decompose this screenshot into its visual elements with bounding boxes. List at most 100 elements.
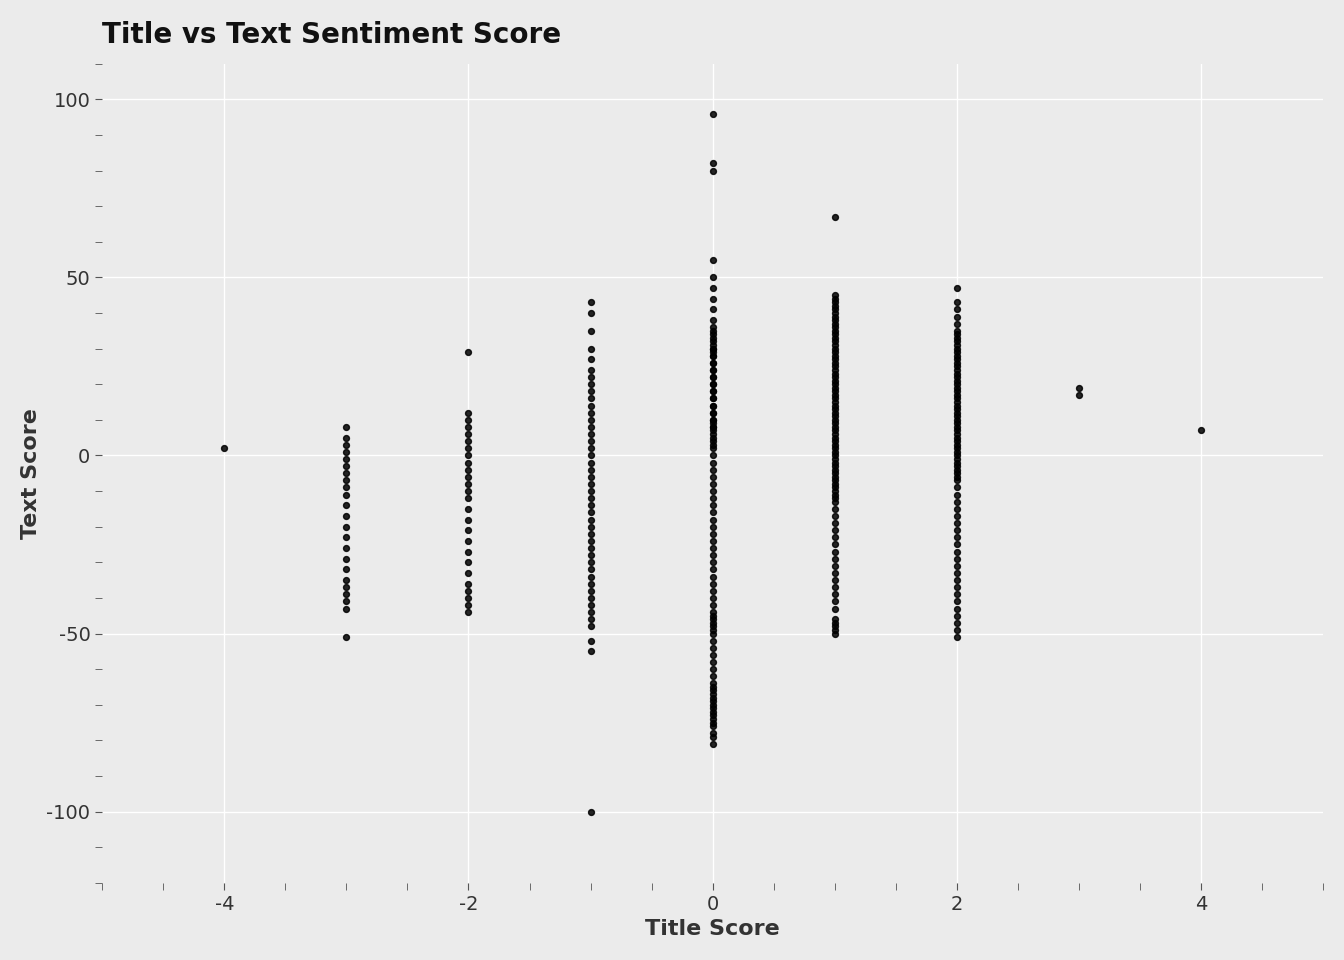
Point (336, 430, 358, 445)
Point (702, 355, 723, 371)
Point (946, 501, 968, 516)
Point (824, 565, 845, 581)
Point (702, 447, 723, 463)
Point (579, 612, 601, 627)
Point (702, 540, 723, 556)
Point (824, 341, 845, 356)
Point (824, 287, 845, 302)
Point (702, 341, 723, 356)
Point (702, 686, 723, 702)
Point (946, 451, 968, 467)
Point (946, 622, 968, 637)
Point (702, 312, 723, 327)
Point (702, 683, 723, 698)
Point (702, 412, 723, 427)
Point (702, 337, 723, 352)
Point (824, 615, 845, 631)
Point (824, 530, 845, 545)
Point (702, 726, 723, 741)
Point (579, 324, 601, 339)
Point (946, 280, 968, 296)
Point (336, 420, 358, 435)
Point (946, 441, 968, 456)
Point (702, 711, 723, 727)
Point (946, 348, 968, 364)
Point (824, 472, 845, 488)
Point (824, 391, 845, 406)
Point (336, 551, 358, 566)
Point (946, 334, 968, 349)
Point (336, 519, 358, 535)
Point (824, 422, 845, 438)
Point (458, 533, 480, 548)
Point (579, 569, 601, 585)
Point (702, 376, 723, 392)
Point (702, 626, 723, 641)
Point (579, 526, 601, 541)
Point (336, 601, 358, 616)
Point (702, 397, 723, 413)
Point (824, 522, 845, 538)
Point (702, 301, 723, 317)
Point (458, 583, 480, 598)
Point (702, 612, 723, 627)
Point (824, 437, 845, 452)
Point (946, 376, 968, 392)
Point (702, 370, 723, 385)
Point (1068, 380, 1090, 396)
Point (824, 451, 845, 467)
Point (824, 309, 845, 324)
Point (824, 544, 845, 560)
Point (946, 530, 968, 545)
Point (946, 587, 968, 602)
Point (946, 462, 968, 477)
Point (579, 462, 601, 477)
Point (946, 430, 968, 445)
Point (458, 345, 480, 360)
Point (702, 405, 723, 420)
Point (336, 580, 358, 595)
Y-axis label: Text Score: Text Score (22, 408, 40, 539)
Point (946, 565, 968, 581)
Point (824, 558, 845, 573)
Point (702, 608, 723, 623)
Point (824, 312, 845, 327)
Point (824, 291, 845, 306)
Point (824, 324, 845, 339)
Point (702, 397, 723, 413)
Point (702, 715, 723, 731)
Point (824, 345, 845, 360)
Point (579, 484, 601, 499)
Point (579, 341, 601, 356)
Point (336, 530, 358, 545)
Point (579, 434, 601, 449)
Point (824, 551, 845, 566)
Point (946, 337, 968, 352)
Point (702, 252, 723, 267)
Point (702, 680, 723, 695)
Point (702, 505, 723, 520)
Point (702, 326, 723, 342)
Point (702, 426, 723, 442)
Point (336, 587, 358, 602)
Point (1191, 422, 1212, 438)
Point (579, 420, 601, 435)
Point (824, 334, 845, 349)
Point (458, 597, 480, 612)
Point (946, 309, 968, 324)
Point (946, 401, 968, 417)
Point (824, 355, 845, 371)
Point (336, 466, 358, 481)
Point (579, 370, 601, 385)
Point (824, 447, 845, 463)
Point (824, 412, 845, 427)
Point (824, 430, 845, 445)
Point (458, 412, 480, 427)
Point (702, 597, 723, 612)
Point (946, 301, 968, 317)
Point (458, 426, 480, 442)
Point (702, 270, 723, 285)
Point (702, 533, 723, 548)
Point (702, 655, 723, 670)
Point (702, 718, 723, 733)
